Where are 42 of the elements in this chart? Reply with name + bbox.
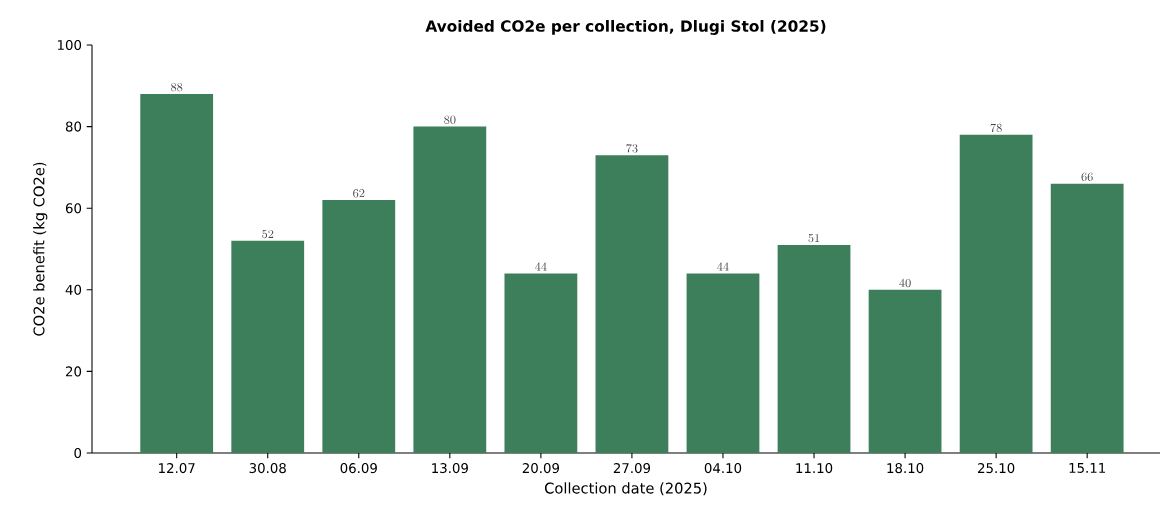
bar [231,240,305,453]
x-tick-label: 18.10 [887,463,924,474]
x-tick-label: 12.07 [159,463,195,474]
data-label: 52 [262,229,274,239]
y-tick-label: 20 [65,366,82,377]
bar [595,155,669,453]
bar [140,93,214,453]
x-tick-label: 30.08 [249,463,286,474]
data-label: 66 [1081,172,1093,182]
data-label: 51 [808,234,820,243]
y-tick-label: 100 [57,39,82,51]
x-tick-label: 04.10 [704,463,742,474]
data-label: 73 [626,144,638,153]
bar [686,273,760,453]
x-tick-label: 15.11 [1069,463,1106,473]
x-tick-label: 13.09 [432,463,468,474]
bar [777,244,851,453]
y-tick-label: 0 [74,447,82,459]
x-tick-label: 11.10 [796,463,833,474]
bar [504,273,578,453]
y-tick-label: 60 [65,203,82,214]
bar [1050,183,1124,453]
x-tick-label: 06.09 [340,463,377,474]
x-tick-label: 25.10 [978,463,1015,474]
x-tick-label: 27.09 [613,463,651,474]
data-label: 40 [899,278,911,288]
bar [413,126,487,453]
x-tick-label: 20.09 [522,463,560,474]
y-tick-label: 40 [65,284,82,295]
chart-title: Avoided CO2e per collection, Dlugi Stol (2025) [425,20,826,35]
data-label: 78 [990,123,1002,133]
bar [322,200,396,453]
x-axis-title: Collection date (2025) [544,482,707,496]
data-label: 44 [535,262,547,271]
data-label: 44 [717,262,729,271]
bar [959,134,1033,453]
data-label: 88 [171,83,183,92]
y-axis-title: CO2e benefit (kg CO2e) [33,162,48,336]
bar [868,289,942,453]
data-label: 62 [353,189,365,198]
y-tick-label: 80 [65,121,82,132]
data-label: 80 [444,115,456,124]
